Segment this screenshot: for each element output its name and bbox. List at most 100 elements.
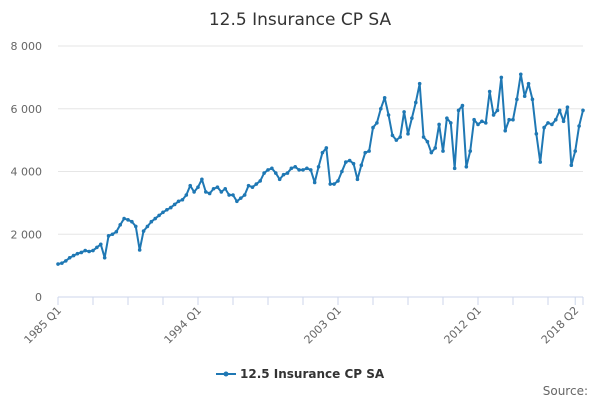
data-point[interactable] bbox=[522, 94, 527, 98]
data-point[interactable] bbox=[289, 166, 294, 171]
data-point[interactable] bbox=[503, 128, 508, 133]
data-point[interactable] bbox=[410, 116, 414, 120]
data-point[interactable] bbox=[464, 164, 469, 169]
data-point[interactable] bbox=[367, 149, 371, 153]
data-point[interactable] bbox=[472, 117, 476, 122]
data-point[interactable] bbox=[402, 110, 406, 114]
data-point[interactable] bbox=[87, 249, 91, 254]
data-point[interactable] bbox=[277, 177, 282, 182]
data-point[interactable] bbox=[480, 119, 484, 124]
data-point[interactable] bbox=[406, 132, 410, 136]
data-point[interactable] bbox=[398, 135, 403, 139]
data-point[interactable] bbox=[495, 108, 500, 113]
data-point[interactable] bbox=[172, 202, 177, 207]
data-point[interactable] bbox=[546, 121, 550, 125]
data-point[interactable] bbox=[417, 81, 422, 86]
data-point[interactable] bbox=[157, 213, 161, 218]
data-point[interactable] bbox=[530, 97, 535, 102]
data-point[interactable] bbox=[176, 199, 181, 204]
data-point[interactable] bbox=[308, 168, 313, 172]
data-point[interactable] bbox=[507, 117, 511, 122]
data-point[interactable] bbox=[581, 108, 585, 113]
data-point[interactable] bbox=[227, 193, 231, 197]
data-point[interactable] bbox=[394, 138, 399, 142]
data-point[interactable] bbox=[188, 183, 193, 188]
data-point[interactable] bbox=[445, 116, 449, 120]
data-point[interactable] bbox=[106, 234, 111, 238]
data-point[interactable] bbox=[433, 146, 438, 150]
data-point[interactable] bbox=[122, 216, 126, 221]
data-point[interactable] bbox=[266, 168, 270, 172]
data-point[interactable] bbox=[130, 219, 134, 224]
data-point[interactable] bbox=[355, 177, 360, 182]
data-point[interactable] bbox=[413, 100, 418, 105]
data-point[interactable] bbox=[363, 150, 368, 155]
data-point[interactable] bbox=[515, 97, 519, 102]
data-point[interactable] bbox=[382, 95, 387, 100]
data-point[interactable] bbox=[60, 261, 64, 265]
data-point[interactable] bbox=[196, 185, 200, 189]
data-point[interactable] bbox=[262, 171, 266, 175]
data-point[interactable] bbox=[258, 179, 263, 183]
data-point[interactable] bbox=[351, 161, 356, 166]
data-point[interactable] bbox=[468, 149, 473, 153]
data-point[interactable] bbox=[180, 197, 185, 202]
data-point[interactable] bbox=[340, 169, 344, 174]
data-point[interactable] bbox=[378, 106, 383, 111]
data-point[interactable] bbox=[328, 182, 333, 186]
data-point[interactable] bbox=[491, 113, 496, 117]
data-point[interactable] bbox=[390, 133, 395, 138]
data-point[interactable] bbox=[577, 124, 581, 128]
data-point[interactable] bbox=[573, 149, 578, 153]
data-point[interactable] bbox=[336, 179, 340, 183]
data-point[interactable] bbox=[215, 185, 220, 189]
data-point[interactable] bbox=[347, 158, 352, 163]
data-point[interactable] bbox=[386, 113, 391, 117]
data-point[interactable] bbox=[126, 218, 130, 222]
data-point[interactable] bbox=[203, 190, 208, 194]
data-point[interactable] bbox=[320, 150, 325, 155]
data-point[interactable] bbox=[511, 117, 515, 122]
data-point[interactable] bbox=[83, 248, 88, 253]
data-point[interactable] bbox=[235, 199, 239, 204]
data-point[interactable] bbox=[161, 210, 165, 215]
data-point[interactable] bbox=[483, 121, 488, 125]
data-point[interactable] bbox=[63, 259, 68, 263]
data-point[interactable] bbox=[242, 193, 247, 197]
data-point[interactable] bbox=[254, 182, 259, 186]
data-point[interactable] bbox=[223, 186, 228, 191]
data-point[interactable] bbox=[250, 185, 255, 189]
data-point[interactable] bbox=[207, 191, 212, 196]
data-point[interactable] bbox=[270, 166, 274, 171]
data-point[interactable] bbox=[565, 105, 570, 109]
data-point[interactable] bbox=[285, 171, 290, 175]
data-point[interactable] bbox=[499, 75, 504, 80]
data-point[interactable] bbox=[460, 103, 465, 108]
data-point[interactable] bbox=[133, 224, 138, 229]
data-point[interactable] bbox=[375, 121, 379, 125]
data-point[interactable] bbox=[550, 122, 554, 127]
data-point[interactable] bbox=[518, 72, 523, 77]
data-point[interactable] bbox=[538, 160, 543, 164]
data-point[interactable] bbox=[561, 119, 566, 124]
data-point[interactable] bbox=[149, 219, 154, 224]
data-point[interactable] bbox=[118, 223, 123, 227]
data-point[interactable] bbox=[553, 117, 558, 122]
data-point[interactable] bbox=[305, 166, 309, 171]
data-point[interactable] bbox=[67, 255, 72, 260]
data-point[interactable] bbox=[91, 248, 95, 253]
data-point[interactable] bbox=[153, 216, 158, 221]
data-point[interactable] bbox=[324, 146, 329, 150]
data-point[interactable] bbox=[441, 149, 445, 153]
data-point[interactable] bbox=[569, 163, 574, 168]
data-point[interactable] bbox=[98, 242, 103, 247]
data-point[interactable] bbox=[219, 190, 224, 194]
data-point[interactable] bbox=[425, 139, 430, 144]
data-point[interactable] bbox=[301, 168, 305, 172]
data-point[interactable] bbox=[273, 171, 278, 175]
data-point[interactable] bbox=[95, 245, 99, 250]
data-point[interactable] bbox=[231, 193, 235, 197]
data-point[interactable] bbox=[293, 164, 298, 169]
data-point[interactable] bbox=[312, 180, 317, 185]
data-point[interactable] bbox=[246, 183, 251, 188]
